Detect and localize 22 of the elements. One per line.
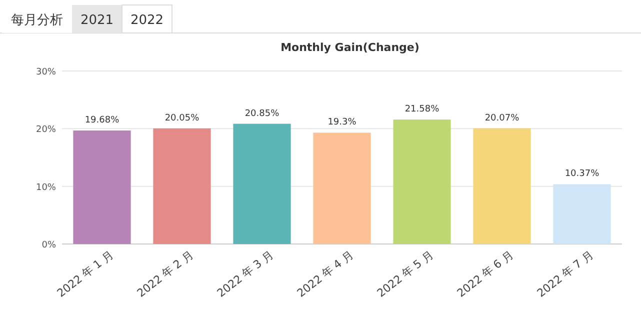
y-tick-label: 0% bbox=[42, 240, 56, 250]
bar bbox=[553, 184, 611, 244]
bar bbox=[153, 128, 211, 244]
y-tick-label: 20% bbox=[36, 125, 56, 136]
bar bbox=[73, 130, 131, 244]
data-label: 20.85% bbox=[244, 108, 280, 119]
text: 2021 bbox=[80, 13, 114, 28]
bar bbox=[393, 120, 451, 244]
text: 2022 bbox=[130, 13, 164, 28]
bar bbox=[473, 128, 531, 244]
y-tick-label: 30% bbox=[36, 68, 56, 78]
data-label: 20.07% bbox=[484, 113, 520, 124]
y-tick-label: 10% bbox=[36, 182, 56, 193]
data-label: 10.37% bbox=[564, 169, 600, 180]
data-label: 19.3% bbox=[328, 118, 357, 128]
data-label: 20.05% bbox=[164, 113, 200, 124]
chart-title: Monthly Gain(Change) bbox=[280, 41, 420, 54]
data-label: 19.68% bbox=[84, 116, 120, 126]
data-label: 21.58% bbox=[404, 104, 440, 115]
bar bbox=[313, 132, 371, 244]
text: 每月分析 bbox=[11, 13, 63, 28]
bar bbox=[233, 124, 291, 244]
